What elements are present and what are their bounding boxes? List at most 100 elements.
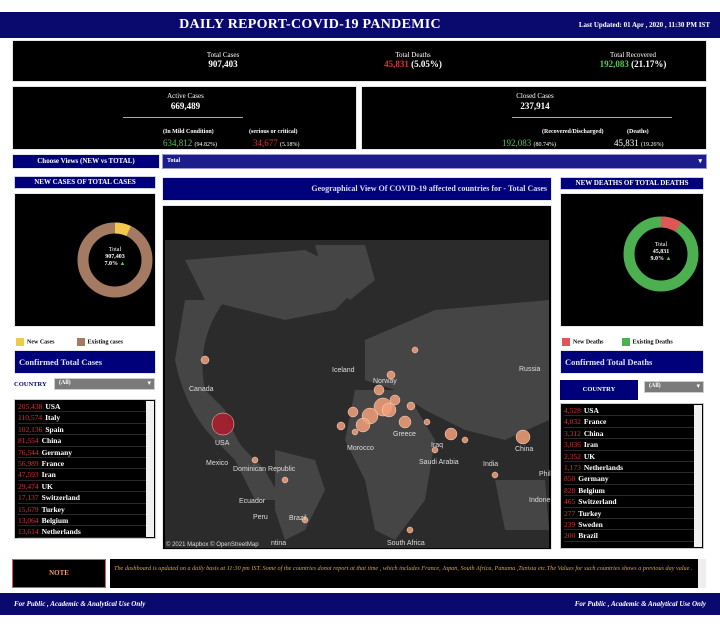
case-bubble[interactable] xyxy=(423,418,431,426)
left-scrollbar[interactable] xyxy=(146,401,154,537)
existing-cases-swatch xyxy=(76,338,85,347)
list-item[interactable]: 3,312 China xyxy=(564,428,694,440)
list-item[interactable]: 4,032 France xyxy=(564,416,694,428)
case-bubble[interactable] xyxy=(347,406,359,418)
totals-panel: Total Cases 907,403 Total Deaths 45,831 … xyxy=(12,40,707,82)
list-item[interactable]: 3,036 Iran xyxy=(564,439,694,451)
list-item-country: Netherlands xyxy=(41,527,81,537)
list-item[interactable]: 17,137 Switzerland xyxy=(18,492,146,504)
list-item[interactable]: 850 Germany xyxy=(564,473,694,485)
total-deaths-pct: (5.05%) xyxy=(411,59,442,69)
list-item-country: France xyxy=(41,458,65,468)
confirmed-deaths-title: Confirmed Total Deaths xyxy=(565,357,653,367)
case-bubble[interactable] xyxy=(251,456,259,464)
list-item[interactable]: 110,574 Italy xyxy=(18,412,146,424)
map-panel[interactable]: Canada USA Mexico Dominican Republic Ecu… xyxy=(162,205,552,550)
list-item-country: Germany xyxy=(578,474,609,484)
list-item[interactable]: 13,064 Belgium xyxy=(18,515,146,527)
total-deaths-label: Total Deaths xyxy=(395,51,431,59)
new-cases-arc xyxy=(77,222,153,298)
case-bubble[interactable] xyxy=(381,402,397,418)
case-bubble[interactable] xyxy=(351,428,359,436)
case-bubble[interactable] xyxy=(411,346,419,354)
views-dropdown[interactable]: Total ▾ xyxy=(162,154,707,169)
right-country-filter[interactable]: (All) ▾ xyxy=(644,381,704,393)
case-bubble[interactable] xyxy=(406,401,416,411)
south-america-landmass xyxy=(275,450,325,540)
left-country-filter[interactable]: (All) ▾ xyxy=(54,378,155,390)
right-country-list[interactable]: 4,528 USA 4,032 France 3,312 China 3,036 Iran 2,… xyxy=(560,403,704,549)
total-recovered-kpi: Total Recovered 192,083 (21.17%) xyxy=(573,51,693,69)
map-label-ecuador: Ecuador xyxy=(239,498,266,505)
title-bar: DAILY REPORT-COVID-19 PANDEMIC Last Upda… xyxy=(0,12,720,38)
case-bubble[interactable] xyxy=(373,384,385,396)
legend-new-cases: New Cases xyxy=(27,339,55,346)
total-cases-label: Total Cases xyxy=(206,51,240,59)
list-item[interactable]: 81,554 China xyxy=(18,435,146,447)
list-item[interactable]: 277 Turkey xyxy=(564,508,694,519)
active-cases-panel: Active Cases 669,489 (In Mild Condition)… xyxy=(12,86,357,150)
list-item[interactable]: 4,528 USA xyxy=(564,405,694,417)
case-bubble[interactable] xyxy=(491,471,499,479)
world-map[interactable] xyxy=(165,240,549,548)
map-label-dominican-republic: Dominican Republic xyxy=(233,466,296,473)
list-item[interactable]: 13,614 Netherlands xyxy=(18,526,146,538)
left-country-filter-value: (All) xyxy=(59,380,71,386)
list-item[interactable]: 29,474 UK xyxy=(18,481,146,493)
case-bubble[interactable] xyxy=(211,412,235,436)
list-item[interactable]: 828 Belgium xyxy=(564,485,694,497)
case-bubble[interactable] xyxy=(515,429,531,445)
last-updated: Last Updated: 01 Apr , 2020 , 11:30 PM I… xyxy=(578,21,710,29)
case-bubble[interactable] xyxy=(406,526,414,534)
list-item[interactable]: 76,544 Germany xyxy=(18,447,146,458)
list-item-value: 47,593 xyxy=(18,470,39,480)
new-deaths-donut xyxy=(623,216,699,292)
list-item[interactable]: 205,438 USA xyxy=(18,401,146,413)
list-item[interactable]: 15,679 Turkey xyxy=(18,504,146,515)
list-item[interactable]: 47,593 Iran xyxy=(18,469,146,481)
active-cases-value: 669,489 xyxy=(170,101,201,111)
note-text: The dashboard is updated on a daily basi… xyxy=(114,565,693,572)
map-label-iceland: Iceland xyxy=(332,367,355,374)
case-bubble[interactable] xyxy=(398,415,412,429)
list-item-value: 29,474 xyxy=(18,481,39,491)
list-item[interactable]: 56,989 France xyxy=(18,458,146,470)
list-item[interactable]: 200 Brazil xyxy=(564,530,694,542)
map-label-south-africa: South Africa xyxy=(387,540,425,547)
case-bubble[interactable] xyxy=(389,394,401,406)
map-label-iraq: Iraq xyxy=(431,442,444,449)
up-arrow-icon: ▲ xyxy=(119,261,126,267)
list-item-country: Iran xyxy=(41,470,56,480)
list-item[interactable]: 239 Sweden xyxy=(564,519,694,531)
total-deaths-value: 45,831 xyxy=(384,59,409,69)
map-attribution[interactable]: © 2021 Mapbox © OpenStreetMap xyxy=(166,542,259,548)
list-item[interactable]: 2,352 UK xyxy=(564,451,694,462)
note-scrollbar[interactable] xyxy=(698,559,706,588)
existing-deaths-swatch xyxy=(621,338,630,347)
list-item[interactable]: 465 Switzerland xyxy=(564,496,694,508)
case-bubble[interactable] xyxy=(355,417,371,433)
list-item[interactable]: 102,136 Spain xyxy=(18,424,146,436)
list-item-value: 3,312 xyxy=(564,428,581,438)
donut-pct: 7.0% xyxy=(104,261,119,267)
case-bubble[interactable] xyxy=(386,370,396,380)
case-bubble[interactable] xyxy=(336,421,346,431)
left-country-list[interactable]: 205,438 USA 110,574 Italy 102,136 Spain 81,554… xyxy=(14,399,156,539)
case-bubble[interactable] xyxy=(281,476,289,484)
case-bubble[interactable] xyxy=(301,516,309,524)
recovered-discharged-label: (Recovered/Discharged) xyxy=(542,129,604,135)
list-item[interactable]: 1,173 Netherlands xyxy=(564,462,694,474)
case-bubble[interactable] xyxy=(461,436,469,444)
case-bubble[interactable] xyxy=(444,427,458,441)
mild-value: 634,812 xyxy=(163,138,193,148)
list-item-value: 200 xyxy=(564,531,576,541)
list-item-value: 239 xyxy=(564,519,576,529)
list-item-value: 850 xyxy=(564,474,576,484)
right-scrollbar[interactable] xyxy=(694,405,702,547)
list-item-country: Turkey xyxy=(578,508,602,518)
case-bubble[interactable] xyxy=(200,355,210,365)
list-item-value: 828 xyxy=(564,485,576,495)
list-item-country: USA xyxy=(583,406,599,415)
north-america-landmass xyxy=(185,250,365,320)
case-bubble[interactable] xyxy=(431,446,439,454)
